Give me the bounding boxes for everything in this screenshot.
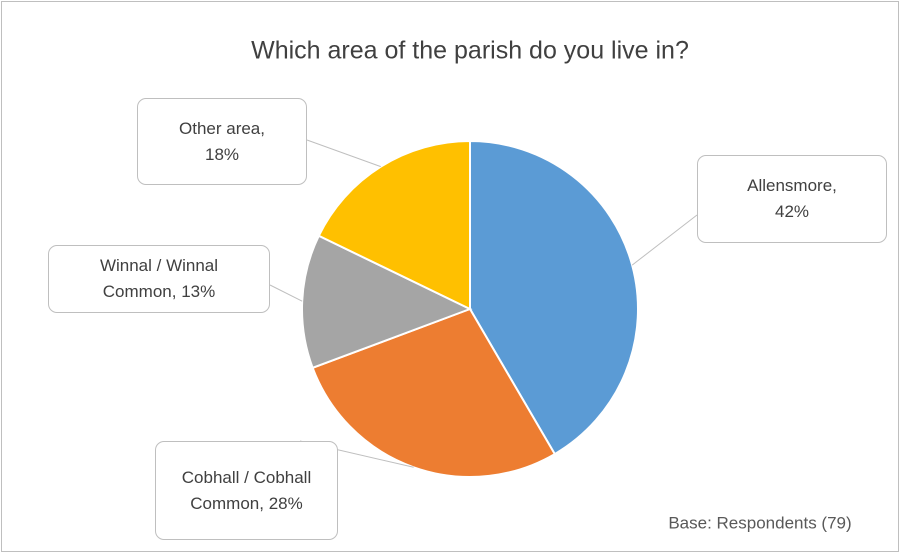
data-label: Allensmore, 42% <box>697 155 887 243</box>
value-label: 18% <box>204 144 240 164</box>
leader-line <box>269 284 303 302</box>
pie-slice <box>301 234 473 370</box>
pie-slice <box>317 139 471 311</box>
data-label: Winnal / Winnal Common, 13% <box>48 245 270 313</box>
data-label-text: Winnal / Winnal Common, 13% <box>84 253 234 305</box>
leader-line <box>631 214 698 266</box>
value-label: 42% <box>774 202 810 221</box>
leader-line <box>306 139 381 168</box>
data-label: Cobhall / Cobhall Common, 28% <box>155 441 338 540</box>
annotation: Base: Respondents (79) <box>668 513 851 532</box>
category-label: Allensmore, <box>747 176 837 195</box>
pie-slice <box>469 139 639 456</box>
category-label: Other area, <box>179 118 265 138</box>
value-label: 13% <box>181 282 216 301</box>
data-label-text: Cobhall / Cobhall Common, 28% <box>172 465 322 517</box>
data-label-text: Allensmore, 42% <box>737 173 847 225</box>
chart-title: Which area of the parish do you live in? <box>251 37 689 65</box>
value-label: 28% <box>268 493 303 513</box>
category-label: Cobhall / Cobhall Common, <box>181 467 312 513</box>
data-label-text: Other area, 18% <box>167 116 277 168</box>
data-label: Other area, 18% <box>137 98 307 185</box>
category-label: Winnal / Winnal Common, <box>99 256 219 301</box>
